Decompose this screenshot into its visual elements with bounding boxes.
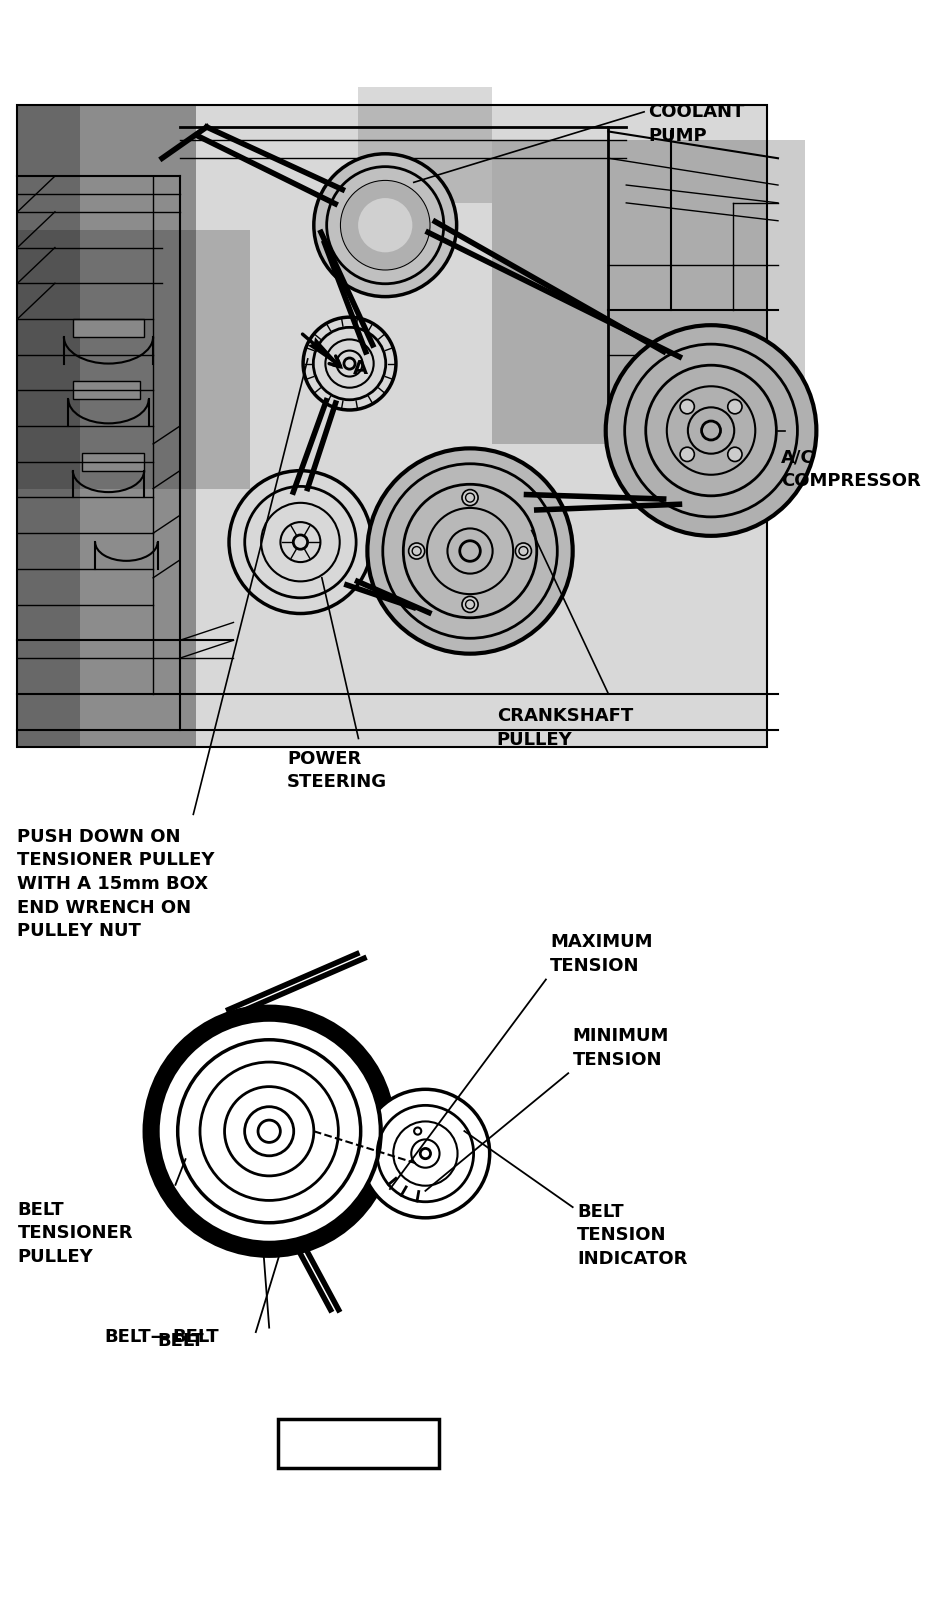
Circle shape — [462, 490, 478, 506]
Polygon shape — [735, 487, 755, 511]
Circle shape — [516, 544, 532, 560]
Polygon shape — [757, 369, 780, 392]
Circle shape — [361, 1089, 490, 1218]
Bar — [73, 319, 144, 337]
Polygon shape — [677, 490, 694, 515]
Circle shape — [728, 400, 742, 414]
Text: BELT: BELT — [173, 1327, 219, 1346]
Bar — [18, 230, 249, 489]
Polygon shape — [768, 387, 791, 406]
Polygon shape — [762, 463, 786, 484]
Text: CRANKSHAFT
PULLEY: CRANKSHAFT PULLEY — [497, 707, 633, 749]
Circle shape — [368, 448, 572, 654]
Circle shape — [314, 154, 457, 296]
Bar — [493, 141, 805, 443]
Text: MINIMUM
TENSION: MINIMUM TENSION — [572, 1027, 669, 1069]
Text: BELT
TENSIONER
PULLEY: BELT TENSIONER PULLEY — [18, 1201, 133, 1265]
Text: COOLANT
PUMP: COOLANT PUMP — [648, 104, 745, 144]
Polygon shape — [642, 469, 665, 492]
Bar — [278, 1419, 439, 1468]
Polygon shape — [774, 408, 796, 422]
Bar — [73, 382, 140, 400]
Polygon shape — [689, 345, 703, 367]
Text: A: A — [353, 359, 368, 377]
Circle shape — [414, 1128, 421, 1134]
Circle shape — [680, 447, 694, 461]
Polygon shape — [625, 419, 646, 430]
Polygon shape — [771, 448, 795, 464]
Polygon shape — [728, 348, 745, 371]
Polygon shape — [650, 361, 671, 385]
Polygon shape — [636, 377, 659, 398]
Text: VIEW A: VIEW A — [307, 1432, 409, 1456]
Polygon shape — [625, 438, 648, 453]
Circle shape — [728, 447, 742, 461]
Circle shape — [606, 325, 817, 536]
Circle shape — [358, 197, 412, 252]
Polygon shape — [750, 477, 772, 500]
Bar — [18, 105, 80, 748]
Polygon shape — [711, 345, 723, 366]
Text: MAXIMUM
TENSION: MAXIMUM TENSION — [550, 934, 653, 976]
Polygon shape — [776, 430, 797, 443]
Text: BELT: BELT — [157, 1332, 205, 1349]
Bar — [81, 453, 144, 471]
Text: A/C
COMPRESSOR: A/C COMPRESSOR — [781, 448, 920, 490]
Text: BELT—: BELT— — [105, 1327, 169, 1346]
Circle shape — [462, 597, 478, 613]
Polygon shape — [657, 482, 679, 505]
Circle shape — [408, 544, 425, 560]
Polygon shape — [699, 495, 711, 516]
Circle shape — [157, 1019, 381, 1243]
Text: BELT
TENSION
INDICATOR: BELT TENSION INDICATOR — [577, 1202, 687, 1269]
Circle shape — [680, 400, 694, 414]
Polygon shape — [719, 493, 733, 516]
Text: POWER
STEERING: POWER STEERING — [287, 749, 387, 791]
Bar — [18, 105, 196, 748]
Polygon shape — [744, 356, 764, 379]
Polygon shape — [668, 351, 686, 374]
Text: PUSH DOWN ON
TENSIONER PULLEY
WITH A 15mm BOX
END WRENCH ON
PULLEY NUT: PUSH DOWN ON TENSIONER PULLEY WITH A 15m… — [18, 828, 215, 940]
Polygon shape — [631, 455, 655, 474]
Polygon shape — [628, 396, 651, 414]
Bar — [358, 0, 493, 202]
Circle shape — [341, 181, 430, 270]
Bar — [18, 105, 768, 748]
